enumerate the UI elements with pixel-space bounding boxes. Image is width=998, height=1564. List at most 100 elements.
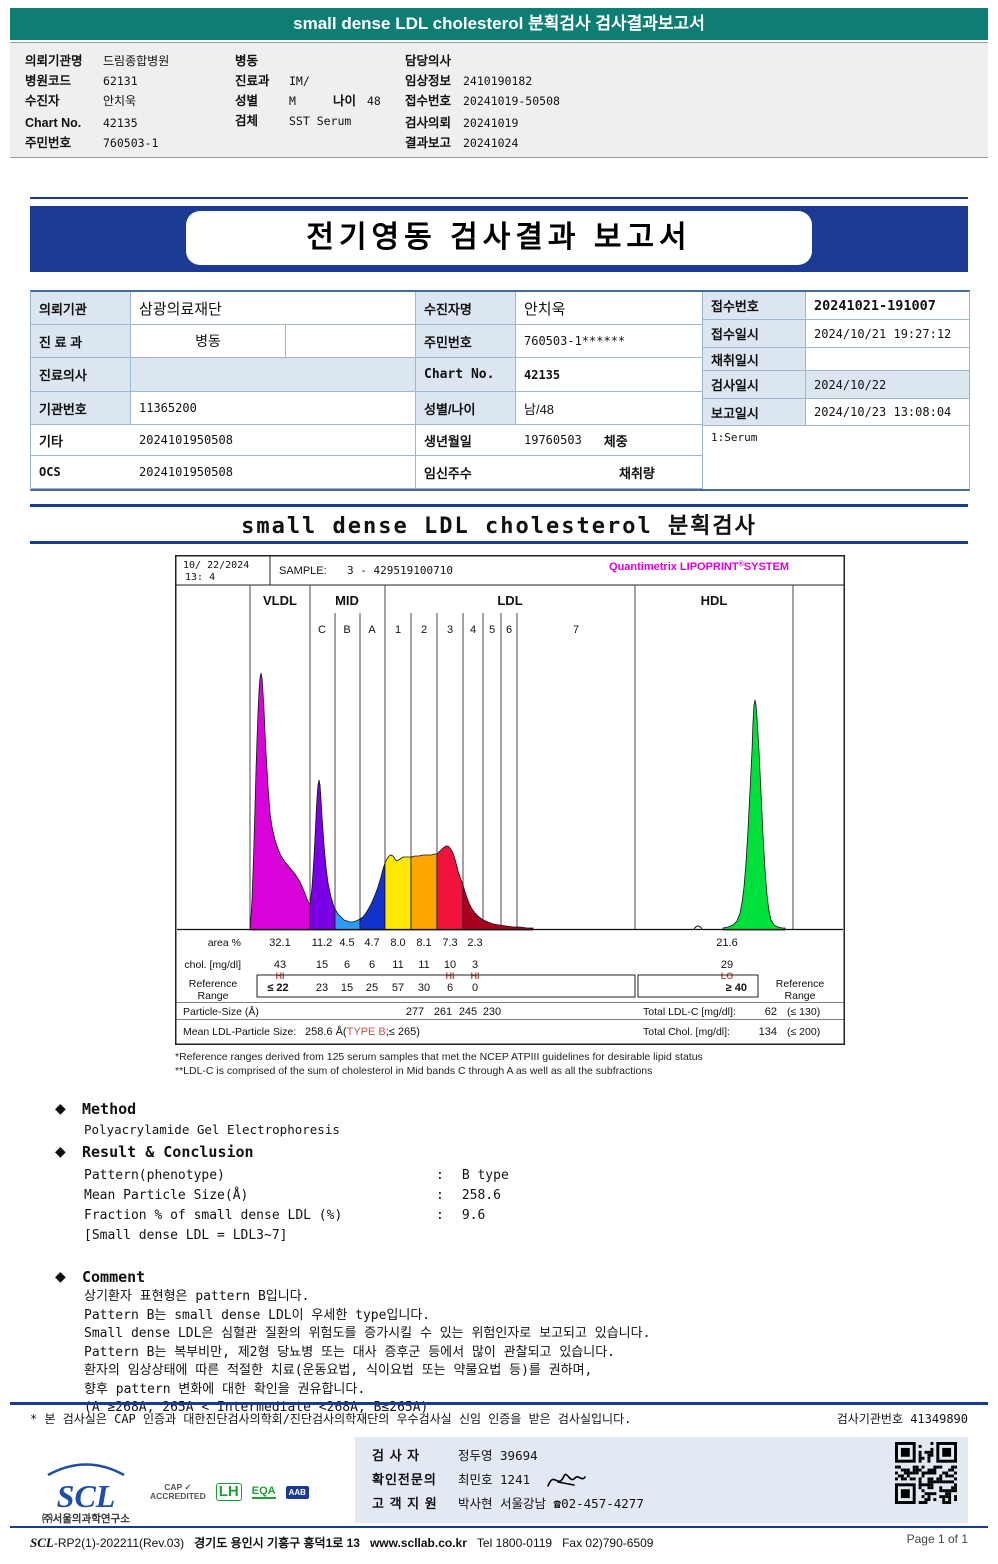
area-mid-b: 4.5 [339,937,354,949]
chart-date: 10/ 22/2024 [183,560,249,571]
aab-icon: AAB [285,1485,309,1499]
physician-value: 최민호 1241 [458,1472,531,1487]
label-ocs: OCS [31,456,131,489]
mean-row-label: Mean LDL-Particle Size: [183,1026,296,1038]
result-value: 9.6 [461,1208,486,1223]
divider-line [30,504,968,507]
area-ldl2: 8.1 [416,937,431,949]
chol-row-label: chol. [mg/dl] [184,959,241,971]
result-note-text: [Small dense LDL = LDL3~7] [84,1228,288,1243]
sample-label: SAMPLE: [279,565,327,577]
field-report-date: 결과보고 20241024 [405,136,519,150]
label-etc: 기타 [31,425,131,456]
patient-header-col2: 병동 진료과 IM/ 성별 M 나이 48 검체 SST Serum [235,51,381,131]
label-accession-no: 접수번호 [703,292,806,320]
chol-mid-b: 6 [344,959,350,971]
section-title: small dense LDL cholesterol 분획검사 [241,514,757,539]
vldl-peak-fill [249,672,311,931]
green-cert-icon: LH [215,1483,242,1501]
field-hospital-code: 병원코드 62131 [25,74,138,88]
ref-ldl4: 0 [472,982,478,994]
brand-name: LIPOPRINT [680,561,739,573]
lab-address: 경기도 용인시 기흥구 흥덕1로 13 [194,1536,360,1550]
value-accession-no: 20241021-191007 [806,292,969,320]
chol-ldl2: 11 [418,959,429,971]
chart-time: 13: 4 [185,572,215,583]
value-institution-no: 11365200 [131,392,416,425]
band-hdl-label: HDL [701,593,728,608]
chol-ldl4: 3 [472,959,478,971]
footnote-2: **LDL-C is comprised of the sum of chole… [175,1065,653,1077]
qr-modules [895,1442,957,1504]
value-gestation: 채취량 [516,456,703,489]
divider-line [10,1402,988,1405]
area-ldl1: 8.0 [390,937,405,949]
value-department-extra [286,325,416,358]
ref-range-box-hdl [637,974,759,998]
doc-no-text: -RP2(1)-202211(Rev.03) [53,1536,185,1550]
comment-line: Pattern B는 small dense LDL이 우세한 type입니다. [84,1307,431,1323]
certification-badges: CAP ✓ ACCREDITED LH EQA AAB [150,1483,309,1501]
particle-size-2: 261 [434,1006,452,1018]
total-chol-value: 134 [759,1026,777,1038]
field-test-request-date: 검사의뢰 20241019 [405,116,519,130]
eqa-icon: EQA [251,1485,276,1499]
sub-band-c: C [318,624,326,636]
particle-size-3: 245 [459,1006,477,1018]
value-received-datetime: 2024/10/21 19:27:12 [806,320,969,348]
band-vldl-label: VLDL [263,593,297,608]
label-received-datetime: 접수일시 [703,320,806,348]
ref-mid-a: 25 [366,982,378,994]
value-requesting-org: 삼광의료재단 [131,292,416,325]
total-ldl-value: 62 [765,1006,777,1018]
method-heading: Method [82,1100,137,1118]
ref-hdl: ≥ 40 [726,982,747,994]
band-ldl-label: LDL [497,593,522,608]
comment-line: 환자의 임상상태에 따른 적절한 치료(운동요법, 식이요법 또는 약물요법 등… [84,1363,593,1378]
specimen-cell: 1:Serum [703,426,969,489]
confirming-physician-row: 확인전문의 최민호 1241 [372,1468,644,1492]
area-ldl4: 2.3 [467,937,482,949]
area-mid-c: 11.2 [312,937,333,949]
value-etc: 2024101950508 [131,425,416,456]
scl-logo-text: SCL [56,1478,116,1514]
ref-mid-b: 15 [341,982,353,994]
particle-size-1: 277 [406,1006,424,1018]
flag-ldl4-hi: HI [471,971,480,981]
field-sex-age: 성별 M 나이 48 [235,94,381,108]
lab-website: www.scllab.co.kr [369,1536,467,1550]
value-resident-no: 760503-1****** [516,325,703,358]
comment-line: 상기환자 표현형은 pattern B입니다. [84,1289,310,1304]
mid-c-peak-fill [309,779,336,931]
label-gestation: 임신주수 [416,456,516,489]
field-specimen-type: 검체 SST Serum [235,114,352,128]
patient-header-col3: 담당의사 임상정보 2410190182 접수번호 20241019-50508 검… [405,51,560,153]
chart-data-rows: area % 32.1 11.2 4.5 4.7 8.0 8.1 7.3 2.3… [176,937,844,1038]
field-chart-no: Chart No. 42135 [25,116,138,130]
particle-row-label: Particle-Size (Å) [183,1005,259,1018]
result-row-fraction: Fraction % of small dense LDL (%): 9.6 [84,1206,509,1226]
flag-vldl-hi: HI [276,971,285,981]
diamond-icon: ◆ [55,1143,66,1159]
ref-mid-c: 23 [316,982,328,994]
result-label: Fraction % of small dense LDL (%) [84,1208,343,1223]
label-birthdate: 생년월일 [416,425,516,456]
method-body: Polyacrylamide Gel Electrophoresis [84,1122,340,1137]
chart-header: 10/ 22/2024 13: 4 SAMPLE: 3 - 4295191007… [175,555,845,586]
ldl1-fill [384,854,412,931]
result-note: [Small dense LDL = LDL3~7] [84,1226,509,1246]
examiner-label: 검 사 자 [372,1448,421,1463]
chol-ldl3: 10 [444,959,456,971]
minor-bump [693,925,703,930]
value-ocs: 2024101950508 [131,456,416,489]
label-reported-datetime: 보고일시 [703,399,806,426]
brand-suffix: SYSTEM [744,561,789,573]
label-resident-no: 주민번호 [416,325,516,358]
signature-icon [547,1473,586,1487]
org-number: 검사기관번호 41349890 [836,1412,968,1426]
particle-size-4: 230 [483,1006,501,1018]
field-requesting-org: 의뢰기관명 드림종합병원 [25,54,170,68]
divider-line [10,1526,988,1528]
physician-label: 확인전문의 [372,1472,437,1487]
